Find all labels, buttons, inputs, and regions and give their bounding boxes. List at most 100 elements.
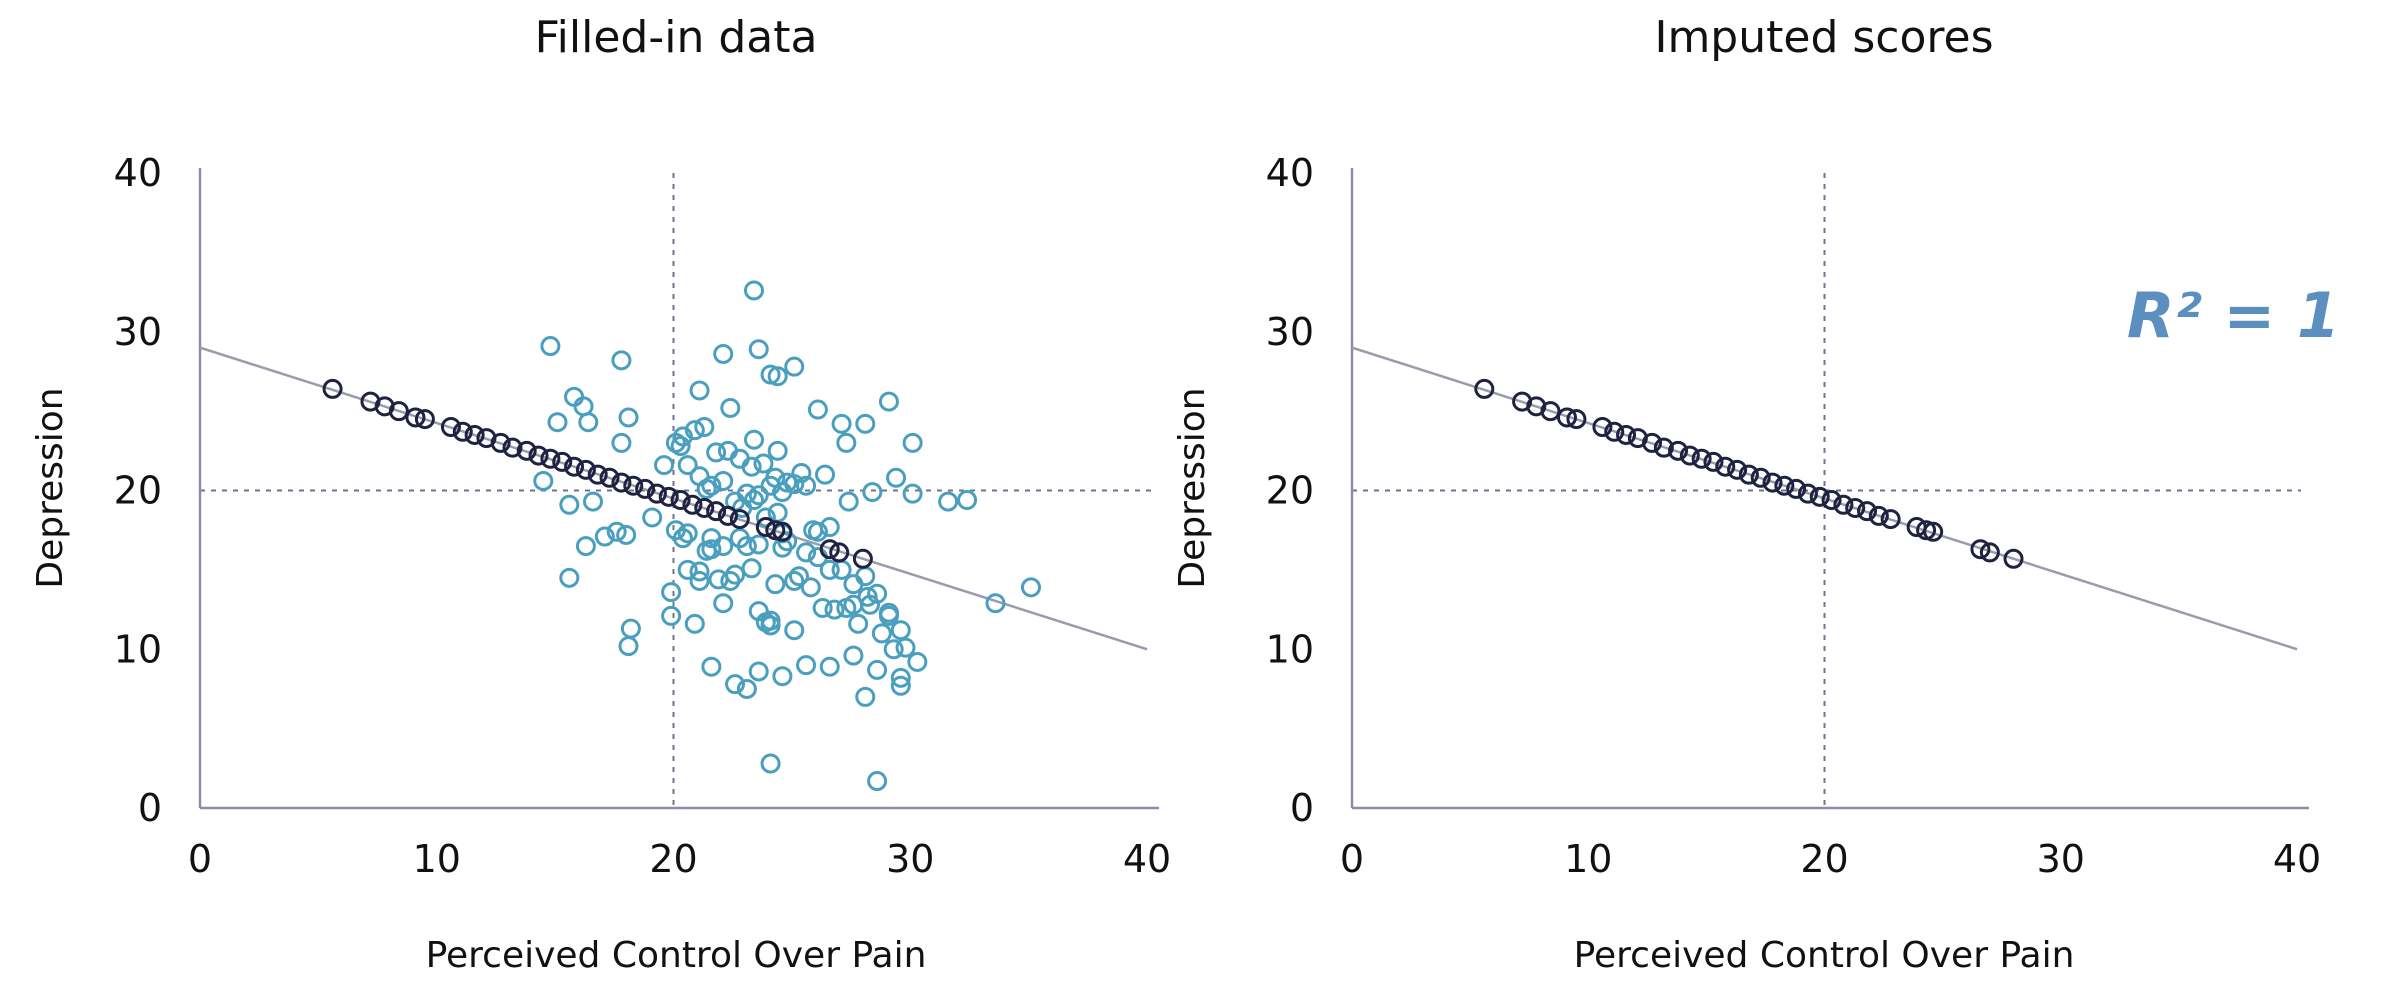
imputed-point	[860, 594, 881, 615]
observed-point	[1845, 497, 1866, 518]
imputed-point	[741, 558, 762, 579]
observed-point	[502, 437, 523, 458]
imputed-point	[907, 651, 928, 672]
observed-point	[414, 409, 435, 430]
imputed-point	[812, 597, 833, 618]
observed-point	[694, 497, 715, 518]
plot-area: 0 10 20 30 40 0 10 20 30 40	[1266, 151, 2322, 881]
imputed-point	[796, 475, 817, 496]
imputed-point	[895, 637, 916, 658]
observed-point	[587, 464, 608, 485]
y-tick-label: 0	[1290, 786, 1314, 830]
imputed-point	[784, 570, 805, 591]
imputed-point	[547, 412, 568, 433]
imputed-point	[559, 567, 580, 588]
observed-point	[1774, 475, 1795, 496]
imputed-point	[807, 399, 828, 420]
imputed-point	[725, 674, 746, 695]
imputed-point	[843, 645, 864, 666]
observed-point	[852, 548, 873, 569]
imputed-point	[796, 542, 817, 563]
x-tick-label: 40	[1123, 837, 1171, 881]
imputed-point	[689, 561, 710, 582]
y-tick-label: 40	[114, 151, 162, 195]
imputed-point	[867, 659, 888, 680]
observed-point	[682, 494, 703, 515]
x-tick-label: 10	[413, 837, 461, 881]
imputed-point	[689, 380, 710, 401]
observed-point	[635, 478, 656, 499]
imputed-point	[748, 339, 769, 360]
imputed-point	[654, 455, 675, 476]
observed-point	[1868, 505, 1889, 526]
observed-point	[490, 432, 511, 453]
imputed-point	[862, 482, 883, 503]
imputed-point	[985, 593, 1006, 614]
imputed-point	[540, 336, 561, 357]
imputed-point	[831, 413, 852, 434]
imputed-point	[878, 391, 899, 412]
imputed-point	[819, 656, 840, 677]
observed-point	[1474, 378, 1495, 399]
imputed-point	[533, 470, 554, 491]
imputed-point	[753, 453, 774, 474]
observed-point	[1592, 417, 1613, 437]
imputed-point	[594, 526, 615, 547]
imputed-point	[713, 470, 734, 491]
observed-point	[706, 501, 727, 522]
observed-point	[1762, 472, 1783, 493]
observed-point	[440, 417, 461, 437]
imputed-point	[767, 366, 788, 387]
imputed-point	[788, 566, 809, 587]
imputed-point	[661, 605, 682, 626]
imputed-point	[616, 524, 637, 545]
imputed-point	[741, 456, 762, 477]
observed-point	[405, 407, 426, 428]
imputed-point	[606, 521, 627, 542]
imputed-point	[871, 623, 892, 644]
x-tick-label: 20	[649, 837, 697, 881]
imputed-point	[748, 534, 769, 555]
observed-point	[1833, 494, 1854, 515]
observed-point	[1653, 437, 1674, 458]
imputed-point	[902, 432, 923, 453]
observed-point	[658, 486, 679, 507]
imputed-point	[720, 397, 741, 418]
x-axis-label: Perceived Control Over Pain	[426, 935, 927, 976]
imputed-point	[578, 412, 599, 433]
imputed-point	[743, 280, 764, 301]
observed-point	[1750, 467, 1771, 488]
observed-point	[1857, 501, 1878, 522]
x-tick-label: 30	[2037, 837, 2085, 881]
observed-point	[1809, 486, 1830, 507]
observed-point	[564, 456, 585, 477]
imputed-point	[843, 574, 864, 595]
imputed-point	[748, 485, 769, 506]
x-tick-label: 0	[188, 837, 212, 881]
imputed-point	[736, 536, 757, 557]
imputed-point	[791, 463, 812, 484]
imputed-point	[836, 432, 857, 453]
imputed-point	[890, 667, 911, 688]
x-tick-label: 10	[1564, 837, 1612, 881]
imputed-point	[803, 520, 824, 541]
imputed-point	[867, 771, 888, 792]
imputed-point	[701, 539, 722, 560]
imputed-point	[706, 442, 727, 463]
imputed-point	[642, 507, 663, 528]
y-axis-label: Depression	[1172, 387, 1213, 588]
imputed-point	[701, 528, 722, 549]
observed-point	[1668, 440, 1689, 461]
observed-point	[1540, 401, 1561, 422]
imputed-point	[796, 655, 817, 676]
imputed-point	[694, 417, 715, 437]
observed-point	[829, 542, 850, 563]
imputed-point	[848, 613, 869, 634]
imputed-point	[772, 666, 793, 687]
observed-point	[623, 475, 644, 496]
imputed-point	[618, 636, 639, 657]
imputed-point	[838, 491, 859, 512]
x-tick-label: 30	[886, 837, 934, 881]
observed-point	[516, 440, 537, 461]
imputed-point	[765, 574, 786, 595]
